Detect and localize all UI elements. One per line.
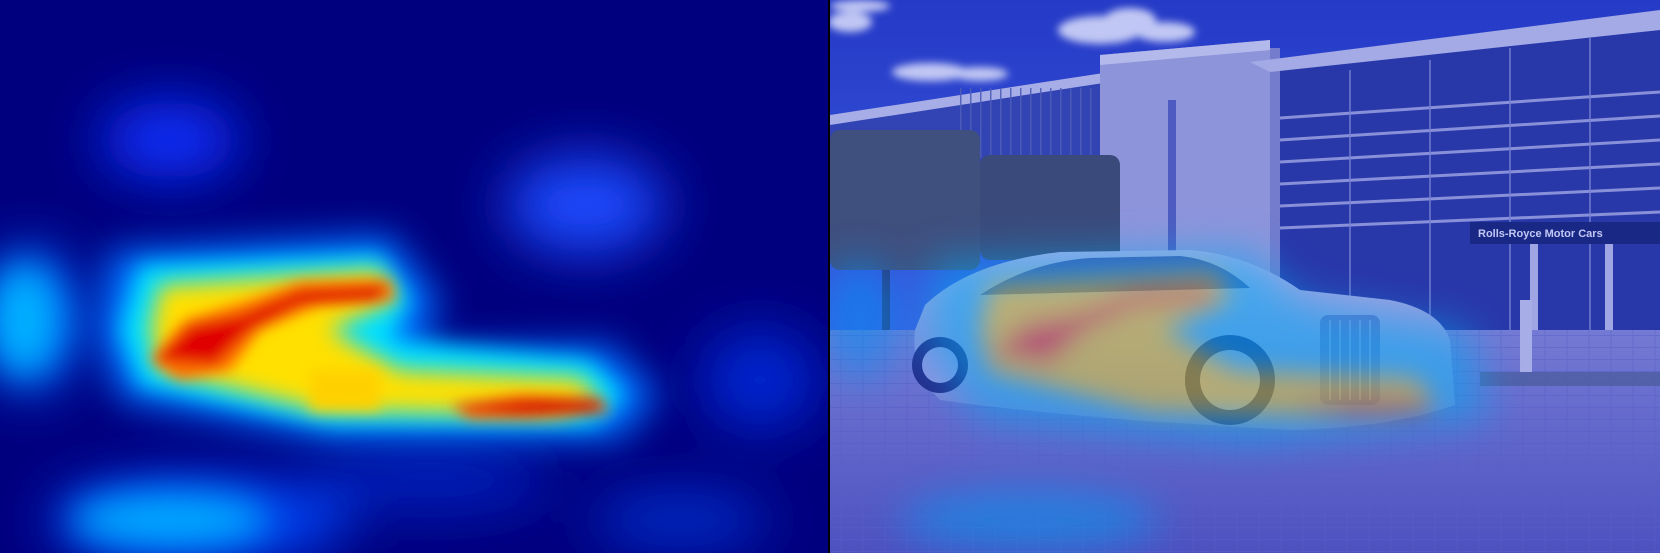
heatmap-image: [0, 0, 828, 553]
overlay-panel: Rolls-Royce Motor Cars: [830, 0, 1660, 553]
facade-rails: [1279, 90, 1660, 230]
bollard: [1520, 300, 1532, 372]
building-stone-tower: [1100, 40, 1270, 300]
building-glass-facade: [1280, 10, 1660, 330]
overlay-photo: Rolls-Royce Motor Cars: [830, 0, 1660, 553]
building-sign: [1470, 222, 1660, 244]
hedges: [830, 130, 1120, 345]
heatmap-overlay: [830, 250, 1490, 550]
clouds: [830, 0, 1195, 81]
building-sign-text: Rolls-Royce Motor Cars: [1478, 228, 1603, 240]
heatmap-panel: [0, 0, 828, 553]
heatmap-hot-cores: [150, 280, 610, 418]
